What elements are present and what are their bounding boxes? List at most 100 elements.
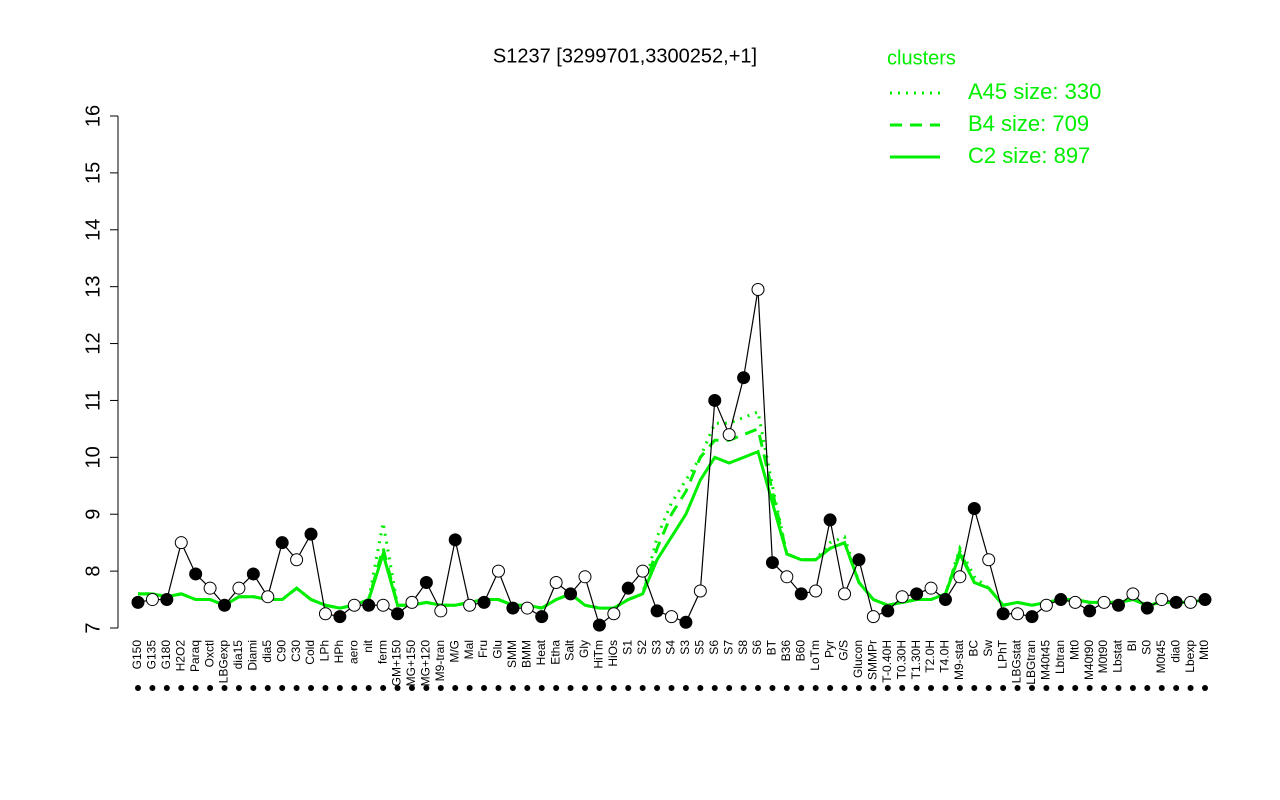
rug-mark xyxy=(1144,685,1151,691)
rug-mark xyxy=(322,685,329,691)
rug-mark xyxy=(452,685,459,691)
rug-mark xyxy=(625,685,632,691)
x-tick-label: C30 xyxy=(289,640,303,662)
data-point xyxy=(304,527,318,541)
x-tick-label: S2 xyxy=(635,640,649,655)
x-tick-label: S6 xyxy=(750,640,764,655)
rug-mark xyxy=(163,685,170,691)
rug-mark xyxy=(308,685,315,691)
x-tick-label: GM+150 xyxy=(390,640,404,687)
x-tick-label: ferm xyxy=(375,640,389,664)
rug-mark xyxy=(408,685,415,691)
data-point xyxy=(794,587,808,601)
rug-mark xyxy=(365,685,372,691)
data-point xyxy=(780,570,794,584)
x-tick-label: G150 xyxy=(130,640,144,670)
cluster-line xyxy=(138,409,1206,610)
rug-mark xyxy=(755,685,762,691)
x-tick-label: BC xyxy=(966,640,980,657)
data-point xyxy=(1184,595,1198,609)
data-point xyxy=(996,607,1010,621)
data-point xyxy=(477,595,491,609)
x-tick-label: Glucon xyxy=(851,640,865,678)
rug-mark xyxy=(956,685,963,691)
x-tick-label: MG+150 xyxy=(404,640,418,687)
y-tick-label: 15 xyxy=(82,162,104,184)
rug-mark xyxy=(610,685,617,691)
rug-mark xyxy=(192,685,199,691)
rug-mark xyxy=(1115,685,1122,691)
x-tick-label: T4.0H xyxy=(938,640,952,673)
rug-mark xyxy=(928,685,935,691)
data-point xyxy=(1025,610,1039,624)
data-point xyxy=(203,581,217,595)
data-point xyxy=(218,598,232,612)
x-tick-label: S3 xyxy=(678,640,692,655)
data-point xyxy=(549,575,563,589)
x-tick-label: Lbexp xyxy=(1183,640,1197,673)
x-tick-label: S0 xyxy=(1139,640,1153,655)
x-tick-label: Heat xyxy=(534,639,548,665)
rug-mark xyxy=(423,685,430,691)
data-point xyxy=(751,283,765,297)
x-tick-label: S6 xyxy=(707,640,721,655)
data-point xyxy=(419,575,433,589)
x-tick-label: LBGtran xyxy=(1024,640,1038,685)
x-tick-label: Pyr xyxy=(822,640,836,658)
cluster-line xyxy=(138,449,1206,610)
rug-mark xyxy=(682,685,689,691)
x-tick-label: LoTm xyxy=(808,640,822,671)
rug-mark xyxy=(538,685,545,691)
rug-mark xyxy=(841,685,848,691)
data-point xyxy=(838,587,852,601)
rug-mark xyxy=(495,685,502,691)
rug-mark xyxy=(336,685,343,691)
x-tick-label: LPhT xyxy=(995,639,1009,668)
x-tick-label: S5 xyxy=(693,640,707,655)
x-tick-label: H2O2 xyxy=(173,640,187,672)
rug-mark xyxy=(394,685,401,691)
x-tick-label: HiTm xyxy=(592,640,606,669)
data-point xyxy=(434,604,448,618)
data-point xyxy=(982,553,996,567)
data-point xyxy=(737,371,751,385)
data-point xyxy=(607,607,621,621)
x-tick-label: aero xyxy=(346,640,360,664)
data-point xyxy=(1068,595,1082,609)
x-tick-label: T1.30H xyxy=(909,640,923,679)
data-point xyxy=(405,595,419,609)
rug-mark xyxy=(149,685,156,691)
y-tick-label: 16 xyxy=(82,105,104,127)
rug-mark xyxy=(135,685,141,691)
y-tick-label: 8 xyxy=(82,566,104,577)
x-tick-label: G180 xyxy=(159,640,173,670)
data-point xyxy=(318,607,332,621)
x-tick-label: Paraq xyxy=(188,640,202,672)
x-tick-label: Oxctl xyxy=(202,640,216,667)
x-tick-label: SMMPr xyxy=(866,640,880,680)
data-point xyxy=(131,595,145,609)
y-tick-label: 9 xyxy=(82,509,104,520)
rug-mark xyxy=(971,685,978,691)
x-tick-label: T2.0H xyxy=(923,640,937,673)
x-tick-label: T0.30H xyxy=(894,640,908,679)
rug-mark xyxy=(250,685,257,691)
rug-mark xyxy=(481,685,488,691)
x-tick-label: HPh xyxy=(332,640,346,663)
data-point xyxy=(1169,595,1183,609)
x-tick-label: M40t45 xyxy=(1039,640,1053,680)
rug-mark xyxy=(985,685,992,691)
data-point xyxy=(578,570,592,584)
rug-mark xyxy=(654,685,661,691)
rug-mark xyxy=(827,685,834,691)
x-tick-label: LBGstat xyxy=(1010,639,1024,683)
data-point xyxy=(1155,593,1169,607)
y-tick-label: 7 xyxy=(82,622,104,633)
x-tick-label: M9-stat xyxy=(952,639,966,680)
x-tick-label: M9-tran xyxy=(433,640,447,681)
x-tick-label: S1 xyxy=(620,640,634,655)
rug-mark xyxy=(380,685,387,691)
data-point xyxy=(636,564,650,578)
data-point xyxy=(174,536,188,550)
